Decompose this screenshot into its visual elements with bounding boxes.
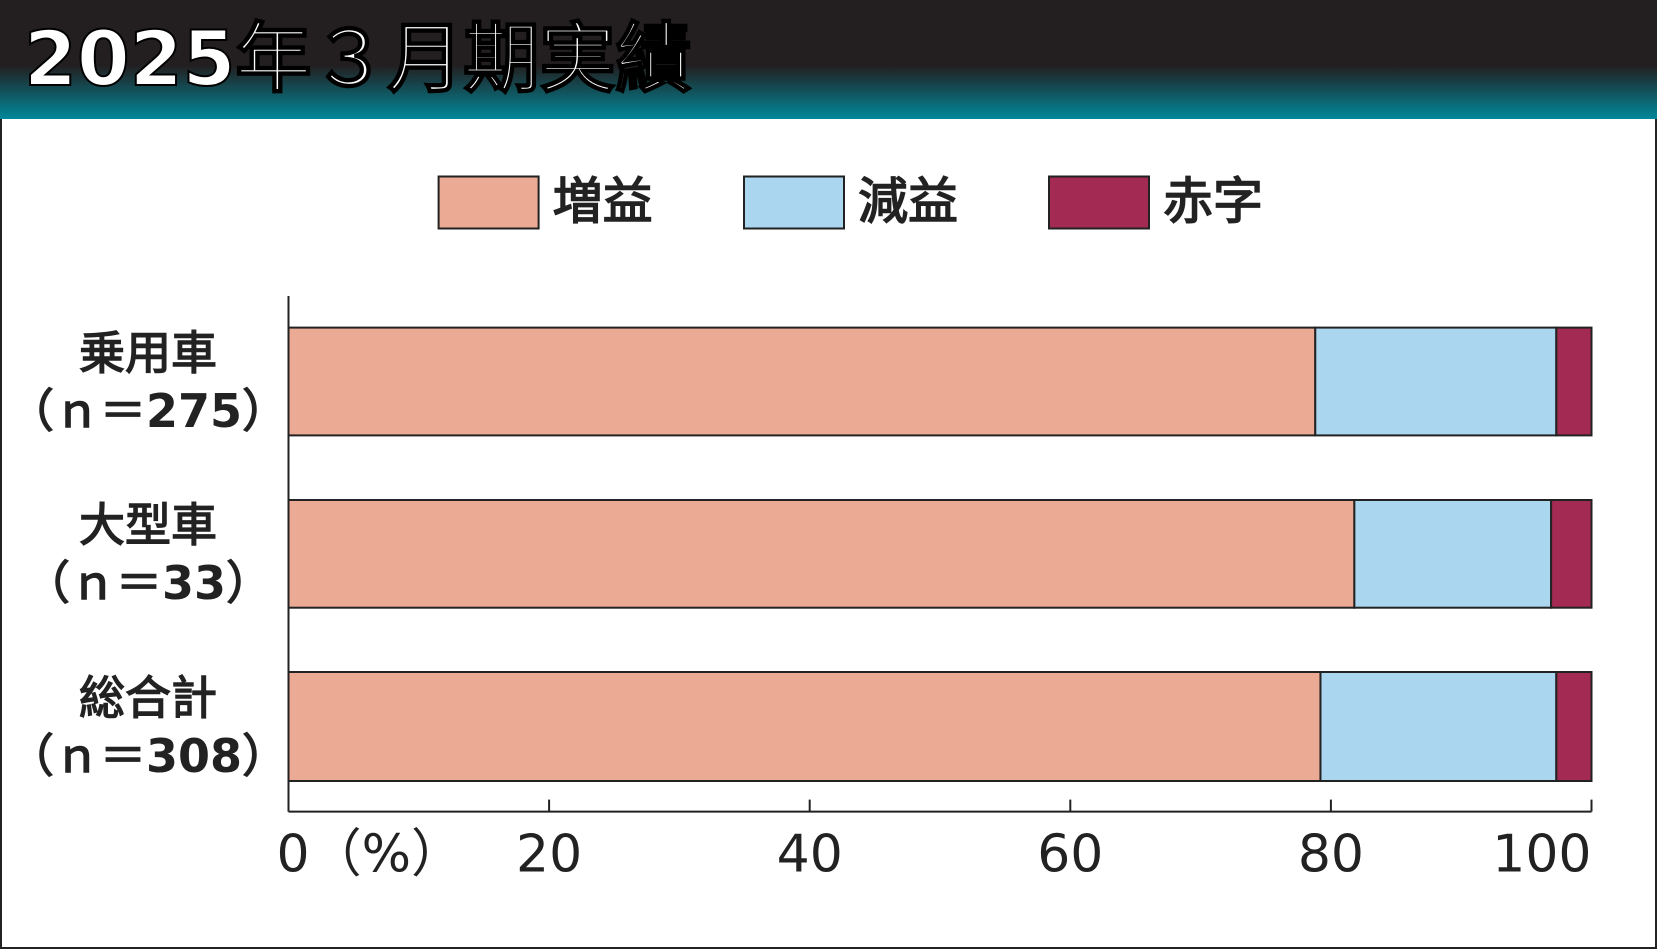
bar-segment bbox=[1319, 671, 1558, 782]
x-tick-label: 0（%） bbox=[277, 825, 464, 885]
y-tick-label: 乗用車 （ｎ＝275） bbox=[8, 325, 289, 438]
header bbox=[0, 0, 1657, 119]
bar-segment bbox=[287, 326, 1317, 437]
legend-label: 増益 bbox=[553, 173, 653, 231]
bar-segment bbox=[1555, 326, 1593, 437]
legend-label: 減益 bbox=[858, 173, 958, 231]
x-tick-label: 60 bbox=[1037, 825, 1103, 885]
bar-segment bbox=[1550, 499, 1593, 609]
legend-label: 赤字 bbox=[1163, 173, 1263, 231]
legend-swatch bbox=[437, 175, 540, 230]
x-tick-label: 20 bbox=[516, 825, 582, 885]
x-tick-label: 80 bbox=[1298, 825, 1364, 885]
bar-segment bbox=[287, 499, 1356, 609]
bar-segment bbox=[287, 671, 1322, 782]
y-tick-label: 総合計 （ｎ＝308） bbox=[8, 670, 289, 783]
bar-segment bbox=[1353, 499, 1553, 609]
legend-swatch bbox=[1048, 175, 1150, 230]
x-tick-label: 40 bbox=[777, 825, 843, 885]
chart-title: 2025年３月期実績 bbox=[24, 14, 692, 103]
bar-segment bbox=[1555, 671, 1593, 782]
x-tick-label: 100 bbox=[1492, 825, 1591, 885]
legend-swatch bbox=[743, 175, 845, 230]
y-tick-label: 大型車 （ｎ＝33） bbox=[23, 497, 272, 610]
bar-segment bbox=[1314, 326, 1558, 437]
